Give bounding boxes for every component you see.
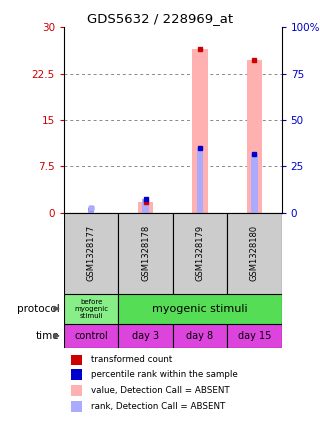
Bar [64, 213, 118, 294]
Bar [251, 154, 258, 213]
Text: transformed count: transformed count [91, 355, 172, 365]
Bar [70, 369, 83, 380]
Text: percentile rank within the sample: percentile rank within the sample [91, 370, 238, 379]
Bar [138, 201, 153, 213]
Bar [227, 324, 282, 348]
Text: day 3: day 3 [132, 331, 159, 341]
Bar [142, 199, 149, 213]
Bar [247, 60, 262, 213]
Text: protocol: protocol [17, 304, 60, 314]
Bar [227, 213, 282, 294]
Text: time: time [36, 331, 60, 341]
Bar [197, 148, 203, 213]
Text: day 15: day 15 [238, 331, 271, 341]
Text: before
myogenic
stimuli: before myogenic stimuli [74, 299, 108, 319]
Text: control: control [74, 331, 108, 341]
Bar [88, 208, 94, 213]
Text: GDS5632 / 228969_at: GDS5632 / 228969_at [87, 12, 233, 25]
Text: GSM1328179: GSM1328179 [196, 225, 204, 281]
Bar [70, 385, 83, 396]
Bar [70, 354, 83, 365]
Bar [64, 294, 118, 324]
Text: myogenic stimuli: myogenic stimuli [152, 304, 248, 314]
Text: GSM1328180: GSM1328180 [250, 225, 259, 281]
Text: value, Detection Call = ABSENT: value, Detection Call = ABSENT [91, 386, 230, 395]
Text: rank, Detection Call = ABSENT: rank, Detection Call = ABSENT [91, 402, 226, 411]
Text: GSM1328178: GSM1328178 [141, 225, 150, 281]
Bar [192, 49, 208, 213]
Text: day 8: day 8 [187, 331, 213, 341]
Text: GSM1328177: GSM1328177 [87, 225, 96, 281]
Bar [70, 401, 83, 412]
Bar [118, 294, 282, 324]
Bar [118, 213, 173, 294]
Bar [173, 213, 227, 294]
Bar [173, 324, 227, 348]
Bar [118, 324, 173, 348]
Bar [64, 324, 118, 348]
